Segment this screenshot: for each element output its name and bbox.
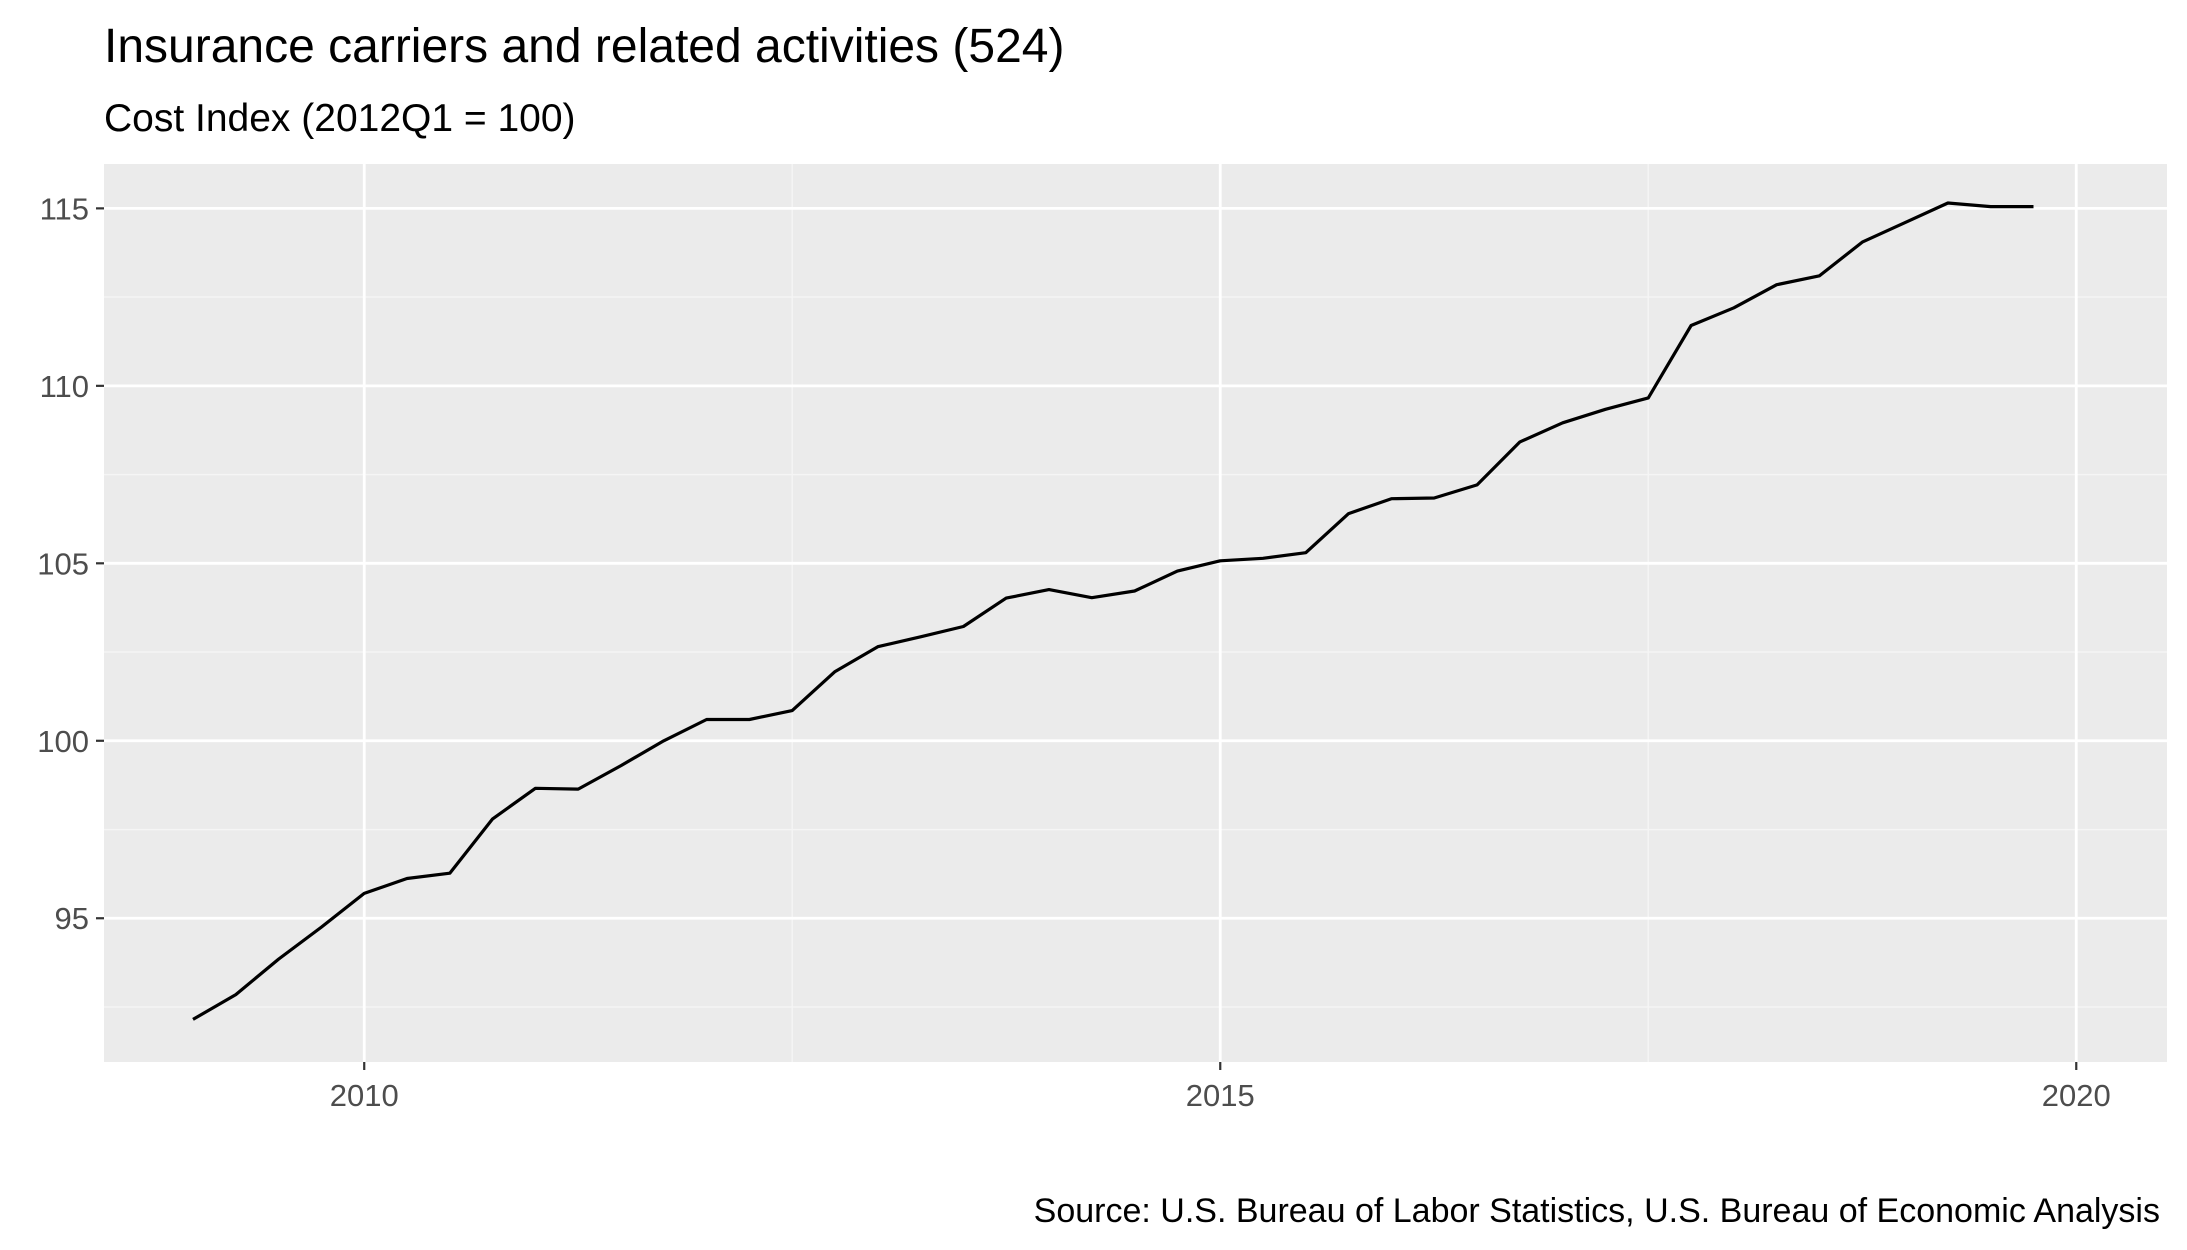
chart-title: Insurance carriers and related activitie… — [104, 20, 1064, 73]
series-line — [192, 201, 2034, 1021]
y-axis: 95 100 105 110 115 — [37, 191, 104, 936]
series-layer — [192, 201, 2034, 1021]
y-tick-label: 110 — [40, 369, 89, 404]
chart-subtitle: Cost Index (2012Q1 = 100) — [104, 97, 576, 140]
x-tick-label: 2015 — [1186, 1078, 1255, 1113]
y-tick-label: 115 — [40, 191, 89, 226]
minor-grid — [104, 164, 2167, 1062]
x-axis: 2010 2015 2020 — [330, 1062, 2111, 1113]
x-tick-label: 2010 — [330, 1078, 399, 1113]
source-caption: Source: U.S. Bureau of Labor Statistics,… — [1034, 1192, 2160, 1230]
major-grid — [104, 164, 2167, 1062]
x-tick-label: 2020 — [2042, 1078, 2111, 1113]
y-tick-label: 100 — [37, 724, 89, 759]
plot-panel — [104, 164, 2167, 1062]
y-tick-label: 105 — [37, 546, 89, 581]
y-tick-label: 95 — [55, 901, 89, 936]
